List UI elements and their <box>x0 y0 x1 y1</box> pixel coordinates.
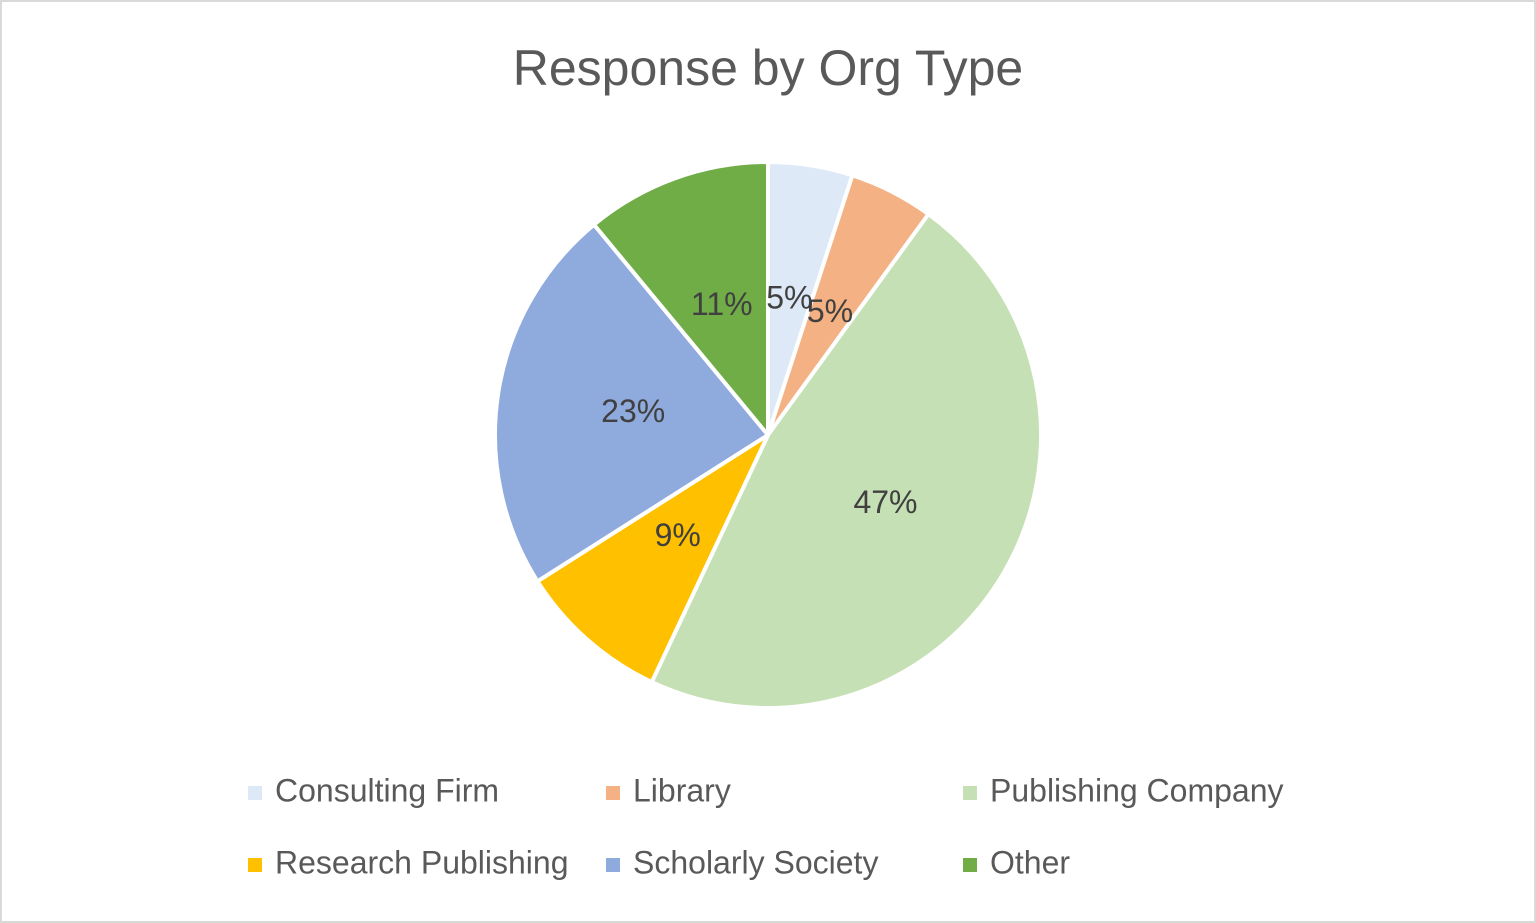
data-label: 5% <box>807 293 853 329</box>
legend-label: Publishing Company <box>990 772 1284 808</box>
pie-slice <box>493 222 770 584</box>
legend-label: Research Publishing <box>275 844 569 880</box>
legend-label: Other <box>990 844 1070 880</box>
data-label: 47% <box>853 484 917 520</box>
legend-label: Scholarly Society <box>633 844 878 880</box>
legend-label: Library <box>633 772 731 808</box>
chart-title: Response by Org Type <box>513 40 1023 96</box>
data-label: 9% <box>655 517 701 553</box>
pie-slice <box>591 160 770 437</box>
data-label: 5% <box>766 280 812 316</box>
data-label: 11% <box>691 286 753 322</box>
legend-marker <box>963 786 977 800</box>
legend-marker <box>248 786 262 800</box>
legend-label: Consulting Firm <box>275 772 499 808</box>
legend-marker <box>606 786 620 800</box>
legend-marker <box>248 858 262 872</box>
data-label: 23% <box>601 393 665 429</box>
legend-marker <box>606 858 620 872</box>
pie-slice <box>649 212 1043 710</box>
pie-slice <box>535 433 770 685</box>
legend-marker <box>963 858 977 872</box>
